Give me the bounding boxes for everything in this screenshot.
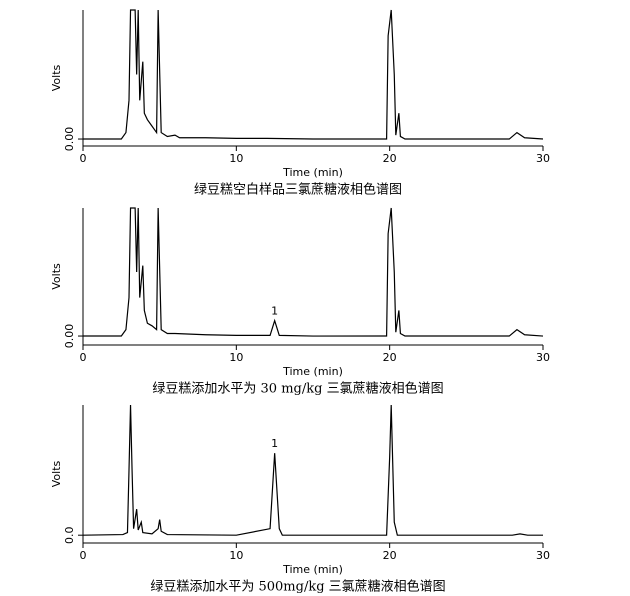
x-tick-label: 10 xyxy=(229,351,243,364)
x-tick-label: 0 xyxy=(80,549,87,562)
x-axis-label: Time (min) xyxy=(282,166,343,179)
y-axis-label: Volts xyxy=(50,460,63,487)
x-tick-label: 0 xyxy=(80,351,87,364)
caption: 绿豆糕添加水平为 30 mg/kg 三氯蔗糖液相色谱图 xyxy=(152,381,443,397)
trace xyxy=(82,404,543,536)
peak-label: 1 xyxy=(271,437,278,450)
x-axis-label: Time (min) xyxy=(282,365,343,378)
x-tick-label: 20 xyxy=(383,549,397,562)
y-tick-label: 0.0 xyxy=(63,526,76,544)
x-tick-label: 20 xyxy=(383,152,397,165)
caption: 绿豆糕空白样品三氯蔗糖液相色谱图 xyxy=(194,182,402,198)
x-tick-label: 30 xyxy=(536,351,550,364)
y-tick-label: 0.00 xyxy=(63,324,76,349)
x-tick-label: 20 xyxy=(383,351,397,364)
caption: 绿豆糕添加水平为 500mg/kg 三氯蔗糖液相色谱图 xyxy=(150,579,445,595)
x-axis-label: Time (min) xyxy=(282,563,343,576)
x-tick-label: 0 xyxy=(80,152,87,165)
y-tick-label: 0.00 xyxy=(63,127,76,152)
x-tick-label: 30 xyxy=(536,549,550,562)
trace xyxy=(83,9,544,140)
y-axis-label: Volts xyxy=(50,64,63,91)
peak-label: 1 xyxy=(271,305,278,318)
trace xyxy=(83,207,544,337)
x-tick-label: 10 xyxy=(229,152,243,165)
x-tick-label: 30 xyxy=(536,152,550,165)
y-axis-label: Volts xyxy=(50,263,63,290)
x-tick-label: 10 xyxy=(229,549,243,562)
